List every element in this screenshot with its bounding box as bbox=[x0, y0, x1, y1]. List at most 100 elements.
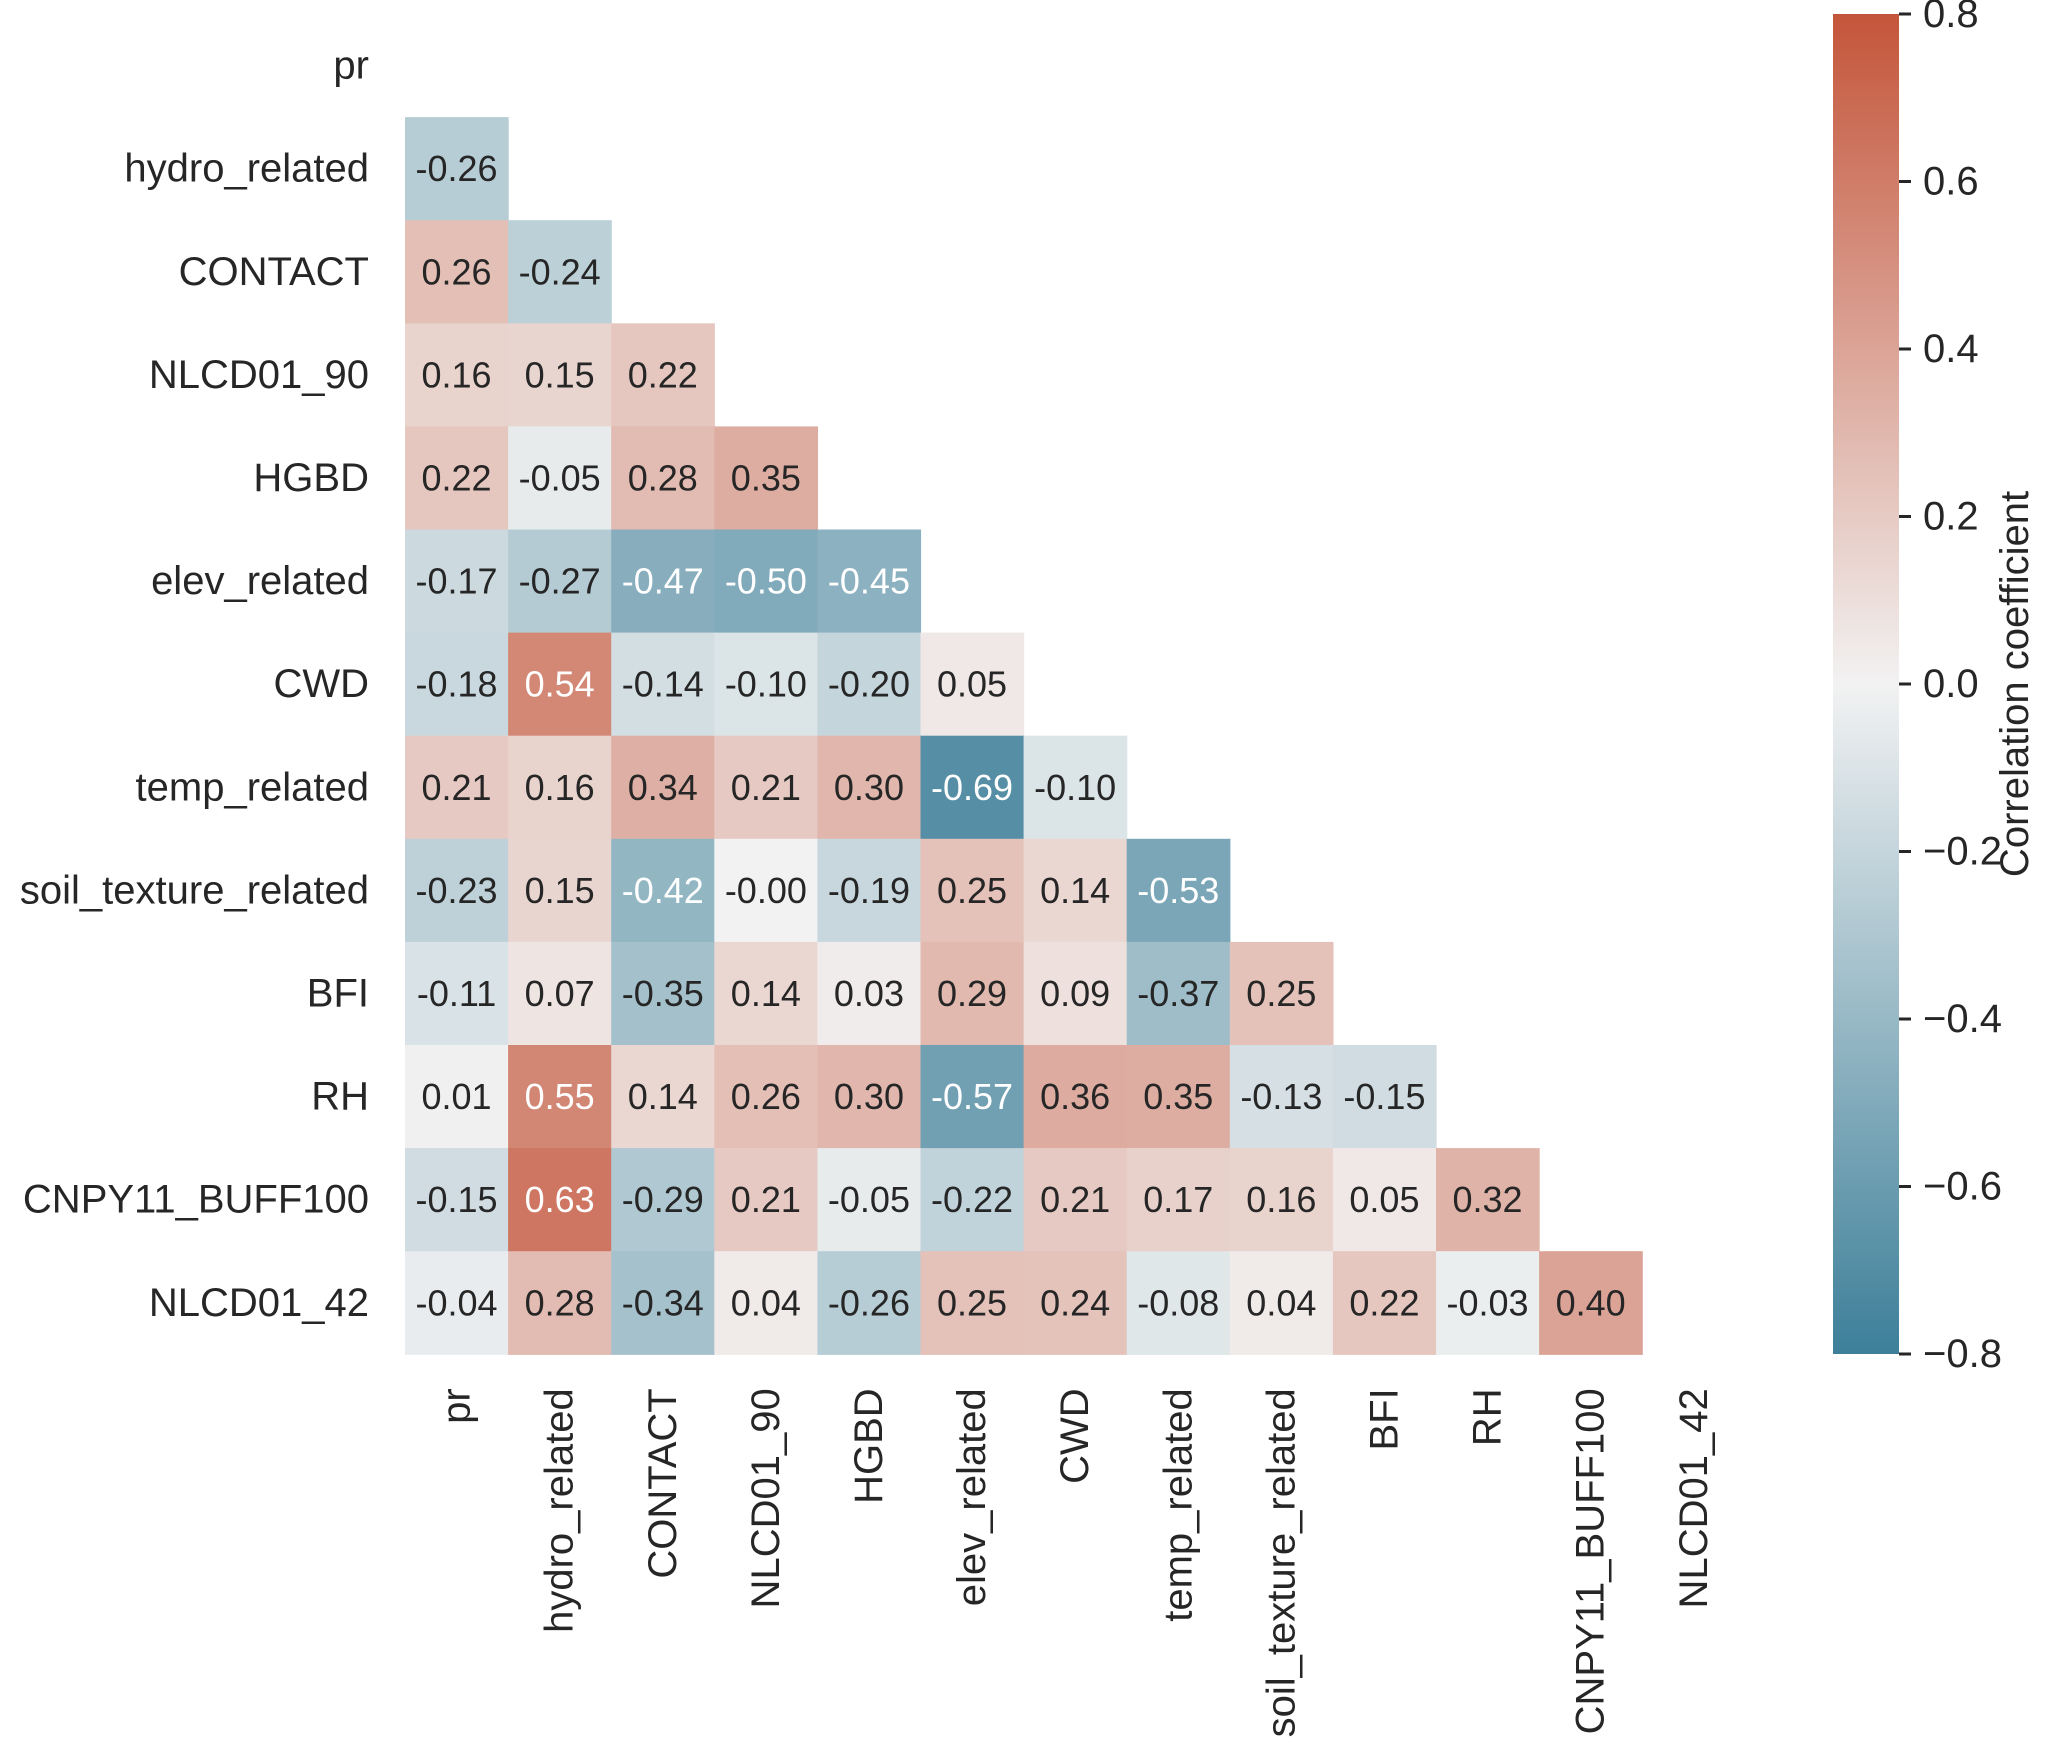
cell-value-label: 0.28 bbox=[525, 1282, 595, 1323]
heatmap-cell bbox=[714, 1148, 818, 1252]
cell-value-label: 0.26 bbox=[422, 251, 492, 292]
cell-value-label: 0.24 bbox=[1040, 1282, 1110, 1323]
heatmap-cell bbox=[714, 735, 818, 840]
column-label: NLCD01_42 bbox=[1672, 1388, 1716, 1608]
cell-value-label: -0.37 bbox=[1137, 973, 1219, 1014]
heatmap-cell bbox=[1126, 838, 1231, 943]
heatmap-cell bbox=[611, 529, 715, 634]
colorbar-tick-label: 0.4 bbox=[1923, 327, 1979, 371]
heatmap-cell bbox=[714, 426, 818, 531]
heatmap-cell bbox=[508, 735, 612, 840]
colorbar-tick-label: −0.8 bbox=[1923, 1332, 2002, 1376]
cell-value-label: 0.40 bbox=[1556, 1282, 1626, 1323]
cell-value-label: 0.14 bbox=[731, 973, 801, 1014]
cell-value-label: -0.29 bbox=[622, 1179, 704, 1220]
heatmap-cell bbox=[1023, 941, 1128, 1046]
heatmap-cell bbox=[817, 632, 922, 737]
heatmap-cell bbox=[1023, 1148, 1128, 1252]
column-label: pr bbox=[435, 1388, 479, 1424]
heatmap-cell bbox=[508, 632, 612, 737]
cell-value-label: 0.26 bbox=[731, 1076, 801, 1117]
row-label: pr bbox=[333, 44, 369, 88]
heatmap-cell bbox=[920, 735, 1025, 840]
heatmap-cell bbox=[405, 426, 509, 531]
row-label: hydro_related bbox=[124, 147, 369, 191]
heatmap-cell bbox=[714, 529, 818, 634]
column-label: elev_related bbox=[950, 1388, 994, 1606]
heatmap-cell bbox=[817, 941, 922, 1046]
heatmap-cell bbox=[714, 838, 818, 943]
heatmap-cell bbox=[920, 838, 1025, 943]
heatmap-cell bbox=[508, 1148, 612, 1252]
heatmap-cell bbox=[1023, 1045, 1128, 1149]
heatmap-cell bbox=[508, 1045, 612, 1149]
cell-value-label: -0.47 bbox=[622, 561, 704, 602]
cell-value-label: -0.26 bbox=[828, 1282, 910, 1323]
heatmap-cell bbox=[817, 1148, 922, 1252]
colorbar-gradient bbox=[1833, 14, 1899, 1354]
column-label: HGBD bbox=[847, 1388, 891, 1504]
cell-value-label: 0.03 bbox=[834, 973, 904, 1014]
colorbar-ticks: 0.8 0.6 0.4 0.2 0.0 −0.2 −0.4 −0.6 −0.8 bbox=[1899, 0, 2002, 1376]
cell-value-label: -0.04 bbox=[416, 1282, 498, 1323]
row-label: NLCD01_42 bbox=[149, 1281, 369, 1325]
cell-value-label: -0.10 bbox=[1034, 767, 1116, 808]
row-label: temp_related bbox=[136, 765, 369, 809]
cell-value-label: 0.30 bbox=[834, 767, 904, 808]
heatmap-cell bbox=[405, 632, 509, 737]
cell-value-label: -0.57 bbox=[931, 1076, 1013, 1117]
heatmap-cell bbox=[611, 1251, 715, 1355]
column-label: RH bbox=[1466, 1388, 1510, 1446]
heatmap-cell bbox=[405, 323, 509, 427]
column-label: hydro_related bbox=[538, 1388, 582, 1633]
cell-value-label: -0.03 bbox=[1447, 1282, 1529, 1323]
cell-value-label: -0.15 bbox=[416, 1179, 498, 1220]
heatmap-cell bbox=[920, 1045, 1025, 1149]
heatmap-cell bbox=[1126, 1251, 1231, 1355]
heatmap-cell bbox=[611, 632, 715, 737]
column-label: CNPY11_BUFF100 bbox=[1569, 1388, 1613, 1734]
cell-value-label: -0.11 bbox=[417, 973, 496, 1014]
heatmap-cell bbox=[508, 220, 612, 324]
cell-value-label: -0.10 bbox=[725, 664, 807, 705]
row-label: soil_texture_related bbox=[20, 868, 369, 912]
cell-value-label: -0.53 bbox=[1137, 870, 1219, 911]
heatmap-cell bbox=[1332, 1251, 1437, 1355]
cell-value-label: 0.30 bbox=[834, 1076, 904, 1117]
cell-value-label: -0.05 bbox=[828, 1179, 910, 1220]
heatmap-cell bbox=[920, 1251, 1025, 1355]
heatmap-cell bbox=[611, 838, 715, 943]
cell-value-label: 0.25 bbox=[1246, 973, 1316, 1014]
heatmap-cell bbox=[817, 1251, 922, 1355]
cell-value-label: 0.63 bbox=[525, 1179, 595, 1220]
column-label: temp_related bbox=[1156, 1388, 1200, 1621]
cell-value-label: -0.19 bbox=[828, 870, 910, 911]
cell-value-label: 0.16 bbox=[525, 767, 595, 808]
heatmap-cell bbox=[405, 220, 509, 324]
heatmap-cell bbox=[1332, 1045, 1437, 1149]
cell-value-label: 0.35 bbox=[731, 457, 801, 498]
heatmap-cell bbox=[508, 323, 612, 427]
heatmap-cell bbox=[405, 117, 509, 221]
heatmap-cell bbox=[714, 1045, 818, 1149]
cell-value-label: 0.55 bbox=[525, 1076, 595, 1117]
heatmap-cell bbox=[611, 735, 715, 840]
cell-value-label: 0.07 bbox=[525, 973, 595, 1014]
heatmap-cell bbox=[405, 1045, 509, 1149]
heatmap-cells: -0.26 0.26 -0.24 0.16 0.15 0.22 0.22 -0.05 0.28 0… bbox=[405, 117, 1643, 1355]
cell-value-label: -0.69 bbox=[931, 767, 1013, 808]
heatmap-cell bbox=[405, 529, 509, 634]
cell-value-label: 0.14 bbox=[628, 1076, 698, 1117]
cell-value-label: -0.20 bbox=[828, 664, 910, 705]
cell-value-label: 0.35 bbox=[1143, 1076, 1213, 1117]
heatmap-cell bbox=[817, 1045, 922, 1149]
cell-value-label: -0.17 bbox=[416, 561, 498, 602]
heatmap-cell bbox=[714, 941, 818, 1046]
heatmap-cell bbox=[920, 941, 1025, 1046]
heatmap-cell bbox=[508, 838, 612, 943]
heatmap-cell bbox=[611, 323, 715, 427]
heatmap-cell bbox=[1229, 1251, 1334, 1355]
cell-value-label: -0.27 bbox=[519, 561, 601, 602]
heatmap-cell bbox=[405, 1251, 509, 1355]
cell-value-label: 0.05 bbox=[1349, 1179, 1419, 1220]
